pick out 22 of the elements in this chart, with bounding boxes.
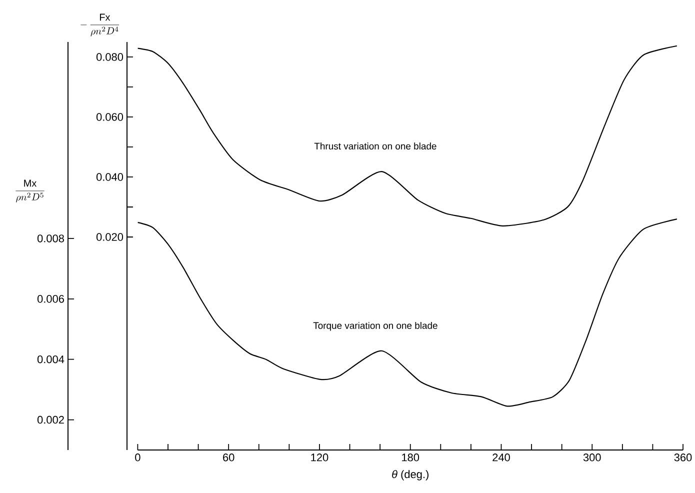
y-tick-label: 0.020: [96, 233, 124, 241]
y-tick-label: 0.080: [96, 53, 124, 61]
x-tick-label: 300: [583, 454, 601, 462]
y2-tick-label: 0.008: [37, 234, 64, 242]
y-tick-label: 0.040: [96, 173, 124, 181]
y2-tick-label: 0.004: [37, 355, 64, 364]
x-axis-title: θ (deg.): [392, 470, 428, 480]
x-tick-label: 0: [135, 454, 140, 462]
x-tick-label: 120: [311, 454, 328, 462]
x-tick-label: 180: [402, 454, 420, 462]
x-tick-label: 60: [223, 454, 234, 462]
line-series: [138, 45, 678, 226]
x-tick-label: 240: [492, 454, 510, 462]
y2-axis-title: $\frac{\mathrm{Mx}}{\rho n^{2} D^{5}}$: [16, 180, 44, 202]
y2-tick-label: 0.002: [37, 416, 64, 424]
x-tick-label: 360: [674, 454, 692, 462]
line-series: [138, 218, 678, 407]
text: Thrust variation on one blade: [314, 142, 436, 150]
y-tick-label: 0.060: [96, 113, 124, 121]
y2-tick-label: 0.006: [37, 295, 64, 303]
text: Torque variation on one blade: [313, 322, 438, 331]
y-axis-title: $-\,\frac{\mathrm{Fx}}{\rho n^{2} D^{4}}$: [80, 14, 120, 36]
